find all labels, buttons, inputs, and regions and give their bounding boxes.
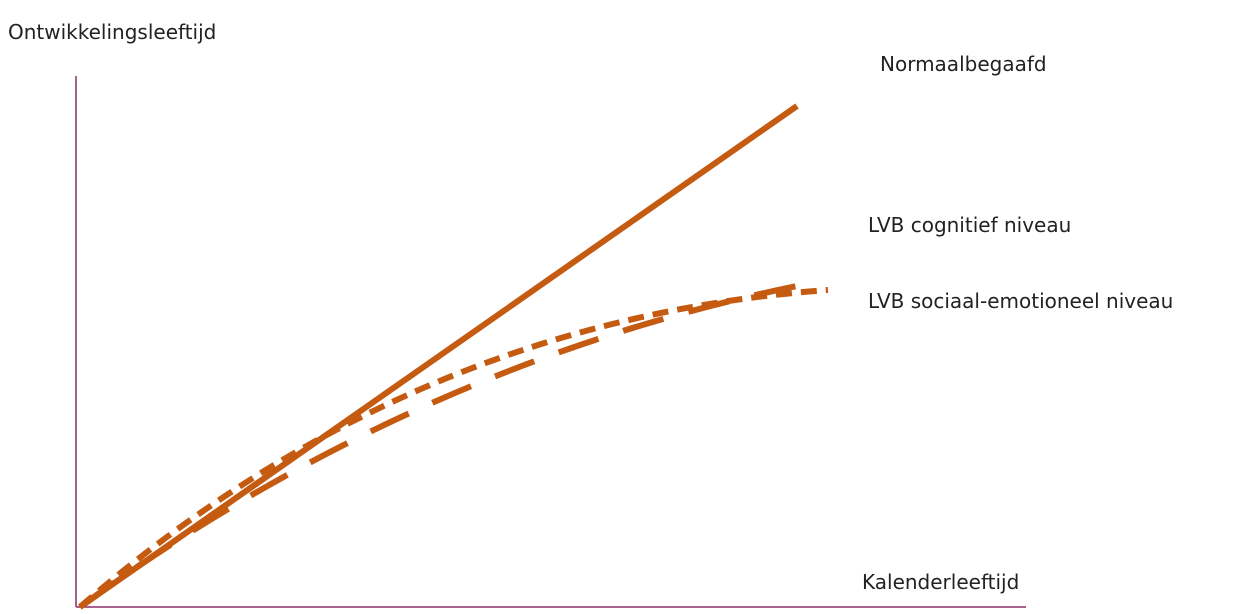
x-axis-label: Kalenderleeftijd [862, 570, 1020, 594]
line-label-lvb-sociaal-emotioneel: LVB sociaal-emotioneel niveau [868, 289, 1174, 313]
line-lvb-sociaal-emotioneel [78, 287, 829, 610]
y-axis-label: Ontwikkelingsleeftijd [8, 20, 217, 44]
line-label-lvb-cognitief: LVB cognitief niveau [868, 213, 1072, 237]
line-normaalbegaafd [78, 103, 799, 610]
line-label-normaalbegaafd: Normaalbegaafd [880, 52, 1047, 76]
line-lvb-cognitief [78, 280, 813, 610]
